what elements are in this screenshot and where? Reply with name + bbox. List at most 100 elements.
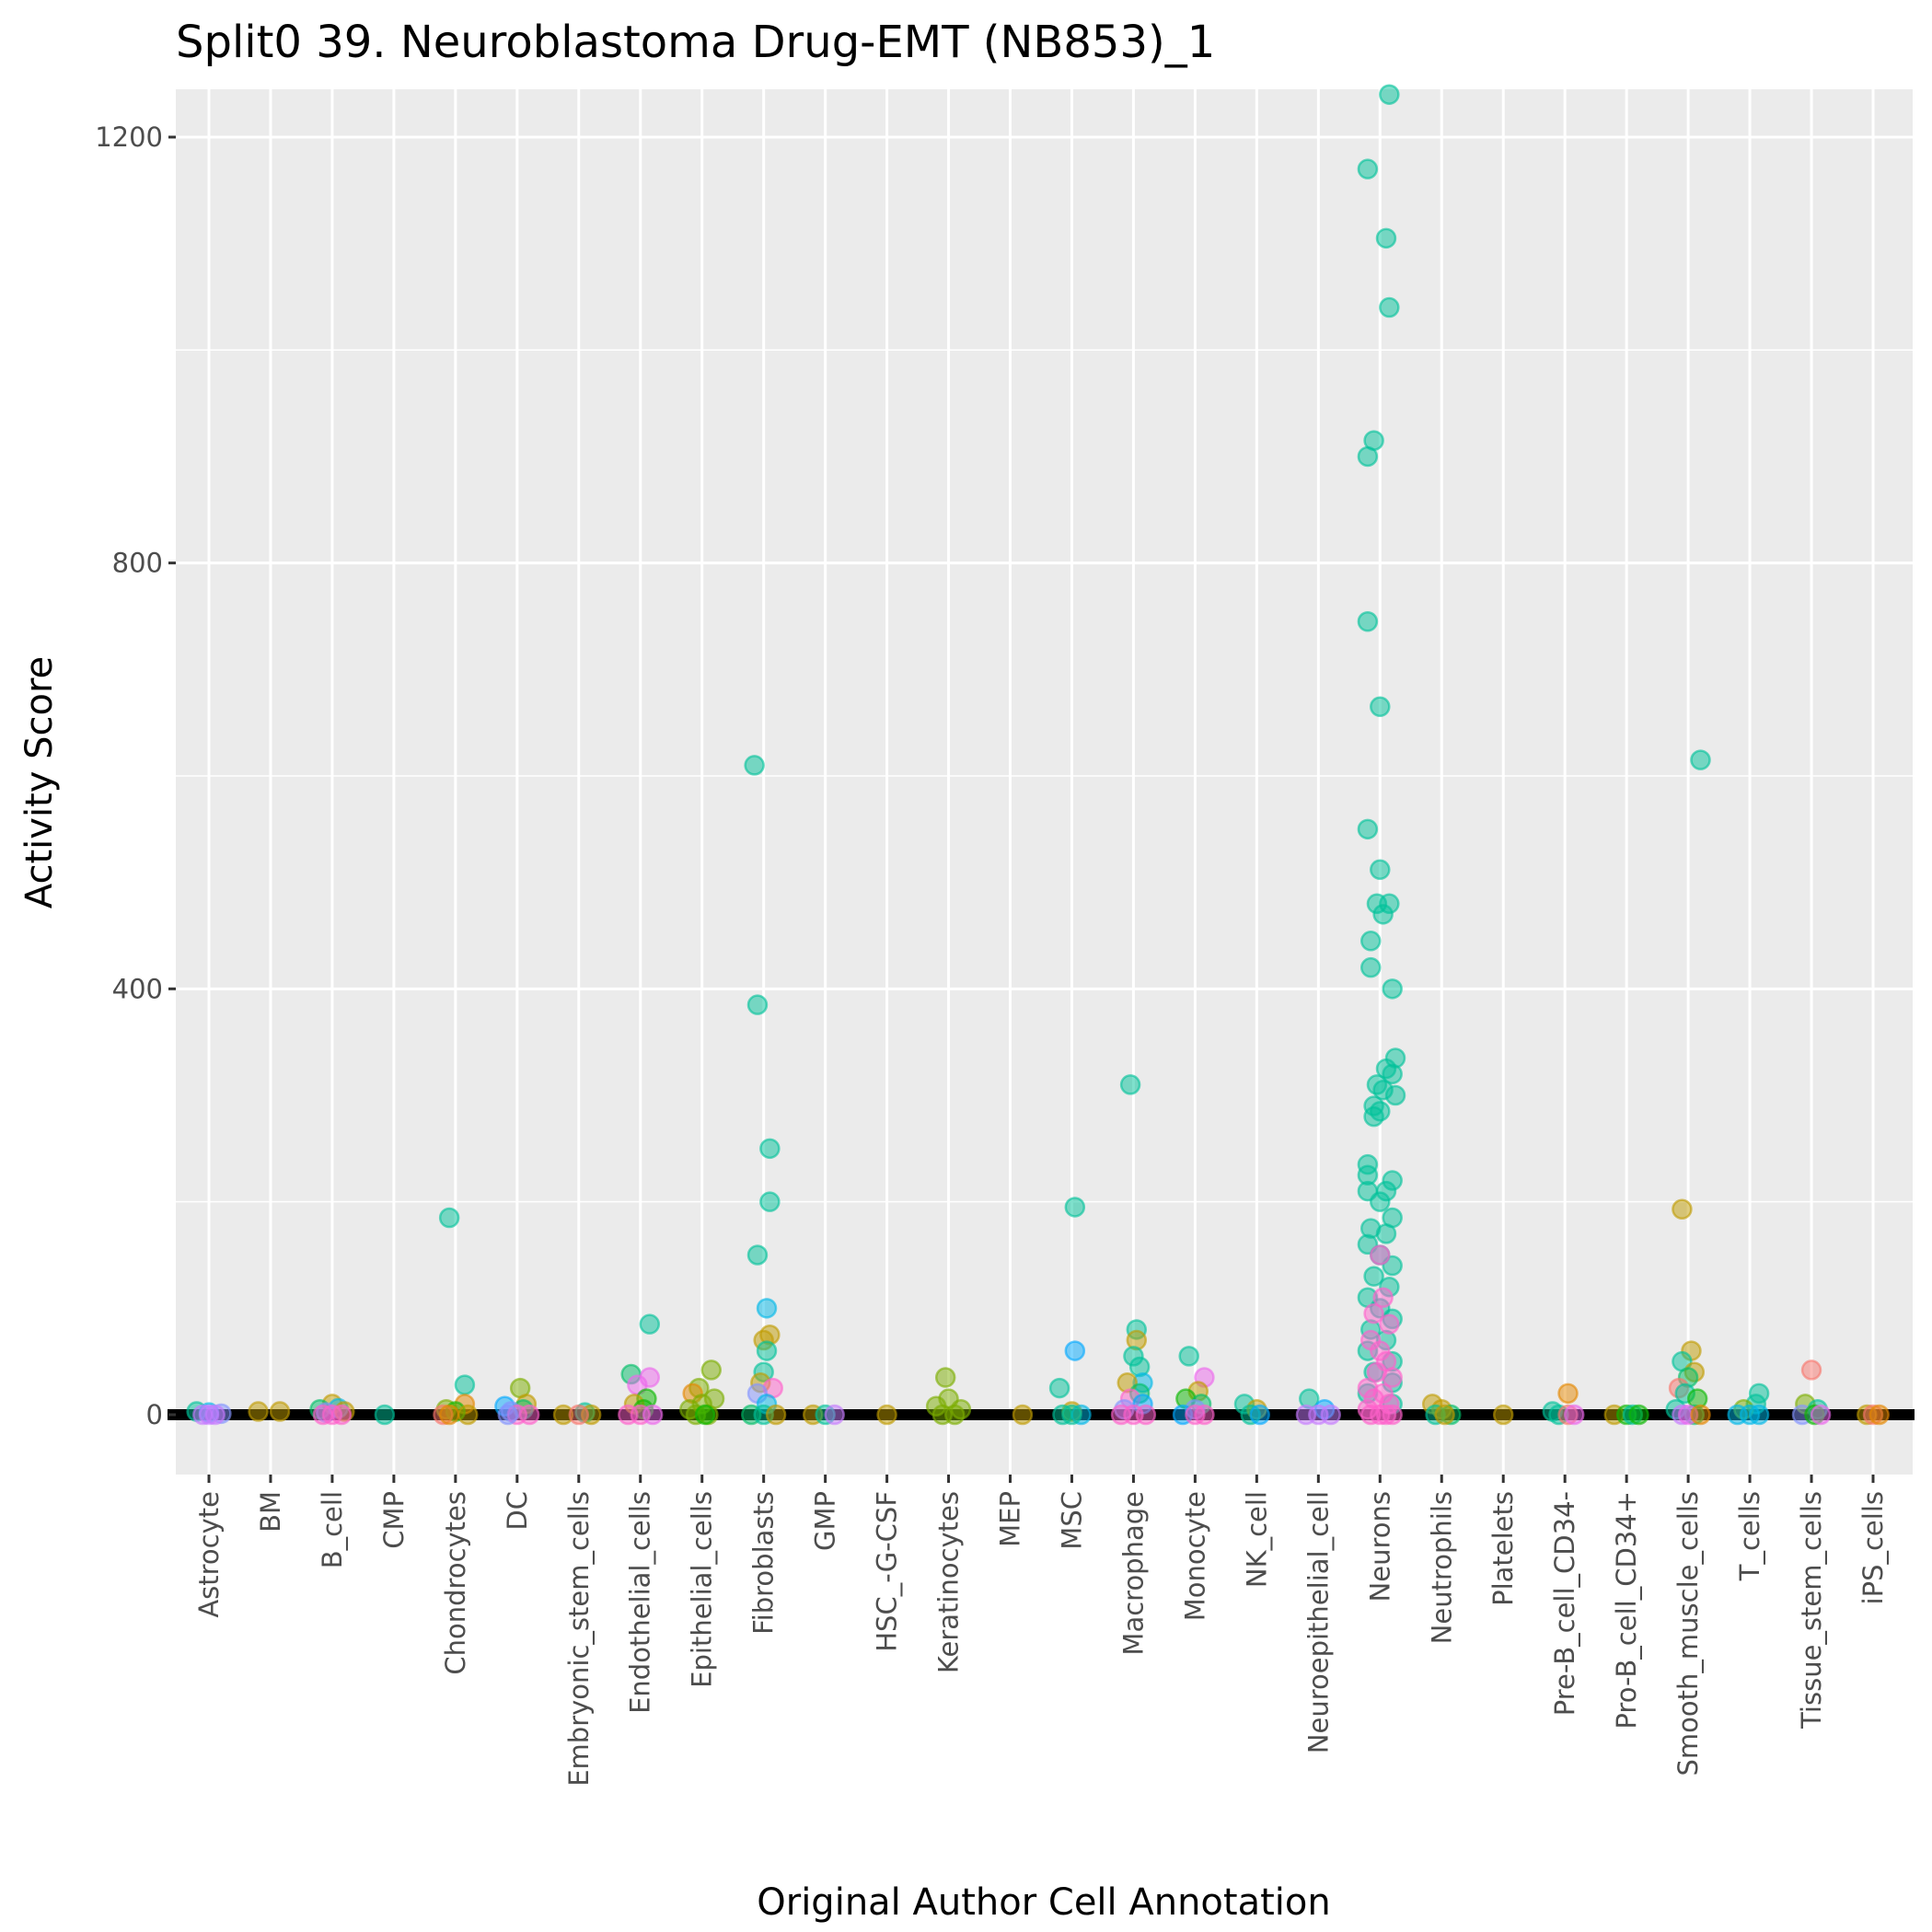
data-point (1357, 818, 1379, 840)
data-point (330, 1404, 353, 1426)
data-point (700, 1359, 722, 1381)
data-point (1563, 1404, 1585, 1426)
x-axis: Astrocyte BM B_cell CMP Chondrocytes DC Embryo… (193, 1475, 1889, 1787)
data-point (1382, 1367, 1403, 1388)
data-point (1357, 158, 1379, 179)
y-tick-label: 1200 (95, 121, 163, 153)
data-point (746, 1244, 769, 1266)
data-point (1810, 1404, 1832, 1426)
chart-title: Split0 39. Neuroblastoma Drug-EMT (NB853… (176, 17, 1215, 68)
data-point (1379, 84, 1400, 105)
x-tick-label: CMP (378, 1491, 410, 1549)
data-point (1382, 978, 1403, 1000)
data-point (1064, 1197, 1086, 1218)
data-point (1748, 1404, 1770, 1426)
x-tick-label: MEP (995, 1491, 1026, 1547)
data-point (518, 1404, 540, 1426)
x-tick-label: Fibroblasts (748, 1491, 780, 1635)
data-point (1375, 227, 1397, 249)
data-point (876, 1404, 897, 1426)
y-tick-label: 0 (146, 1399, 163, 1430)
data-point (1357, 611, 1379, 632)
x-tick-label: Astrocyte (193, 1491, 225, 1618)
data-point (746, 994, 769, 1015)
data-point (744, 755, 765, 776)
x-tick-label: HSC_-G-CSF (872, 1491, 903, 1652)
x-tick-label: Pro-B_cell_CD34+ (1611, 1491, 1642, 1730)
data-point (1370, 1244, 1391, 1266)
x-tick-label: Platelets (1487, 1491, 1519, 1606)
data-point (269, 1401, 291, 1422)
data-point (1370, 859, 1391, 881)
x-axis-title: Original Author Cell Annotation (757, 1881, 1330, 1924)
x-tick-label: Endothelial_cells (625, 1491, 656, 1714)
x-tick-label: Monocyte (1179, 1491, 1210, 1621)
data-point (1379, 1313, 1400, 1335)
data-point (1363, 1266, 1384, 1287)
data-point (1194, 1404, 1215, 1426)
x-tick-label: Neuroepithelial_cell (1302, 1491, 1334, 1753)
data-point (934, 1367, 956, 1388)
x-tick-label: Neurons (1364, 1491, 1395, 1602)
data-point (1372, 1079, 1394, 1101)
data-point (1375, 1223, 1397, 1244)
data-point (1800, 1359, 1822, 1381)
data-point (1382, 1063, 1403, 1085)
data-point (1370, 1191, 1391, 1212)
x-tick-label: Keratinocytes (933, 1491, 965, 1673)
x-tick-label: Tissue_stem_cells (1796, 1491, 1827, 1730)
x-tick-label: DC (502, 1491, 533, 1531)
data-point (1434, 1404, 1455, 1426)
data-point (454, 1374, 476, 1395)
data-point (1012, 1404, 1034, 1426)
x-tick-label: Neutrophils (1426, 1491, 1457, 1644)
data-point (1363, 1105, 1384, 1128)
data-point (639, 1313, 661, 1335)
x-tick-label: NK_cell (1241, 1491, 1272, 1588)
data-point (765, 1404, 787, 1426)
data-point (1379, 296, 1400, 318)
y-axis-title: Activity Score (18, 656, 61, 908)
data-point (756, 1340, 778, 1361)
data-point (1178, 1346, 1199, 1367)
x-tick-label: B_cell (317, 1491, 348, 1568)
data-point (1064, 1340, 1086, 1361)
data-point (1360, 931, 1382, 952)
data-point (568, 1404, 590, 1426)
x-tick-label: Macrophage (1117, 1491, 1149, 1656)
plot-panel (176, 89, 1913, 1475)
grid-major (176, 89, 1913, 1475)
range-marks (168, 1409, 1915, 1420)
data-point (1375, 1404, 1397, 1426)
y-tick-label: 800 (112, 548, 163, 579)
data-point (1119, 1074, 1141, 1095)
data-point (1690, 749, 1711, 770)
data-point (1372, 904, 1394, 925)
data-point (1360, 956, 1382, 978)
data-point (759, 1138, 781, 1160)
data-point (824, 1404, 845, 1426)
data-point (1061, 1404, 1082, 1426)
x-tick-label: T_cells (1734, 1491, 1765, 1581)
data-point (759, 1191, 781, 1212)
data-point (1672, 1198, 1693, 1221)
grid-minor (176, 349, 1913, 1203)
data-point (438, 1207, 460, 1229)
data-point (1135, 1404, 1157, 1426)
x-tick-label: Embryonic_stem_cells (563, 1491, 595, 1787)
x-tick-label: iPS_cells (1857, 1491, 1889, 1604)
data-point (931, 1404, 954, 1426)
x-tick-label: Chondrocytes (440, 1491, 471, 1675)
data-point (438, 1404, 460, 1426)
data-point (198, 1404, 220, 1426)
x-tick-label: Pre-B_cell_CD34- (1549, 1491, 1580, 1716)
data-point (1372, 1287, 1394, 1309)
data-point (1868, 1404, 1890, 1426)
data-point (1690, 1404, 1711, 1426)
data-point (312, 1404, 334, 1426)
data-point (1110, 1404, 1132, 1426)
x-tick-label: BM (255, 1491, 286, 1533)
data-point (457, 1404, 479, 1426)
data-point (694, 1404, 716, 1426)
